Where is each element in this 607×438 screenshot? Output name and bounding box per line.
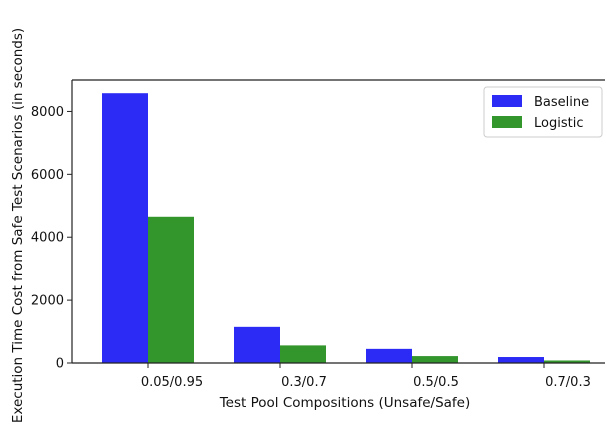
bar-logistic-0-3-0-7 [280, 345, 326, 363]
legend: Baseline Logistic [483, 86, 603, 138]
y-tick-label-0: 0 [56, 357, 64, 372]
legend-swatch-logistic [492, 116, 522, 128]
x-axis-title: Test Pool Compositions (Unsafe/Safe) [219, 395, 471, 411]
bar-baseline-0-5-0-5 [366, 348, 412, 363]
bar-logistic-0-05-0-95 [148, 216, 194, 363]
legend-swatch-baseline [492, 95, 522, 107]
x-tick-label-0-3-0-7: 0.3/0.7 [281, 375, 327, 390]
x-tick-label-0-5-0-5: 0.5/0.5 [413, 375, 459, 390]
bar-baseline-0-7-0-3 [498, 357, 544, 363]
bar-baseline-0-3-0-7 [234, 326, 280, 363]
legend-label-baseline: Baseline [534, 95, 589, 110]
y-tick-label-2000: 2000 [31, 294, 64, 309]
legend-label-logistic: Logistic [534, 116, 583, 131]
y-tick-label-8000: 8000 [31, 105, 64, 120]
y-tick-label-6000: 6000 [31, 168, 64, 183]
x-ticks-layer: 0.05/0.95 0.3/0.7 0.5/0.5 0.7/0.3 [141, 363, 591, 390]
bar-logistic-0-7-0-3 [544, 360, 590, 363]
x-tick-label-0-05-0-95: 0.05/0.95 [141, 375, 203, 390]
y-axis-title: Execution Time Cost from Safe Test Scena… [10, 28, 26, 423]
bar-logistic-0-5-0-5 [412, 356, 458, 363]
bars-layer [102, 93, 590, 363]
x-tick-label-0-7-0-3: 0.7/0.3 [545, 375, 591, 390]
bar-baseline-0-05-0-95 [102, 93, 148, 363]
y-tick-label-4000: 4000 [31, 231, 64, 246]
y-ticks-layer: 0 2000 4000 6000 8000 [31, 105, 72, 372]
axes-layer [71, 79, 605, 364]
